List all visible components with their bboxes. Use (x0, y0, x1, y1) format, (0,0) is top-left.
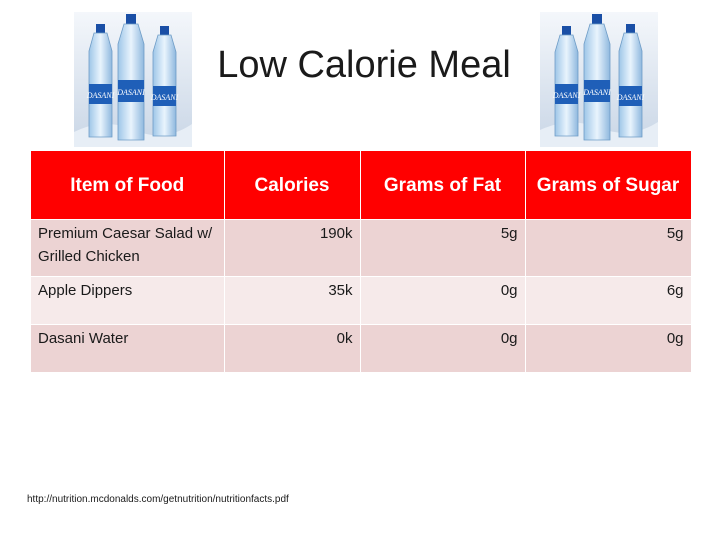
table-row: Dasani Water 0k 0g 0g (31, 324, 692, 372)
cell-sugar: 6g (525, 276, 692, 325)
cell-calories: 35k (224, 276, 361, 325)
bottle-label-text: DASANI (150, 93, 179, 102)
bottle-label-text: DASANI (582, 88, 611, 97)
source-link[interactable]: http://nutrition.mcdonalds.com/getnutrit… (27, 494, 289, 505)
bottle-label-text: DASANI (552, 91, 581, 100)
cell-fat: 0g (360, 276, 526, 325)
bottle-label-text: DASANI (616, 93, 645, 102)
bottle-label-text: DASANI (116, 88, 145, 97)
table-row: Premium Caesar Salad w/ Grilled Chicken … (31, 219, 692, 277)
cell-calories: 190k (224, 219, 361, 277)
header-grams-of-fat: Grams of Fat (360, 151, 526, 220)
cell-sugar: 5g (525, 219, 692, 277)
bottle-label-text: DASANI (86, 91, 115, 100)
cell-item: Apple Dippers (31, 276, 225, 325)
cell-fat: 0g (360, 324, 526, 372)
dasani-bottles-image-right: DASANI DASANI DASANI (540, 12, 658, 147)
dasani-bottles-image-left: DASANI DASANI DASANI (74, 12, 192, 147)
header-calories: Calories (224, 151, 361, 220)
cell-sugar: 0g (525, 324, 692, 372)
table-row: Apple Dippers 35k 0g 6g (31, 276, 692, 325)
nutrition-table: Item of Food Calories Grams of Fat Grams… (31, 151, 692, 372)
header-grams-of-sugar: Grams of Sugar (525, 151, 692, 220)
slide-title: Low Calorie Meal (217, 44, 511, 86)
cell-calories: 0k (224, 324, 361, 372)
cell-item: Premium Caesar Salad w/ Grilled Chicken (31, 219, 225, 277)
table-header-row: Item of Food Calories Grams of Fat Grams… (31, 151, 692, 220)
header-item-of-food: Item of Food (31, 151, 225, 220)
cell-item: Dasani Water (31, 324, 225, 372)
cell-fat: 5g (360, 219, 526, 277)
